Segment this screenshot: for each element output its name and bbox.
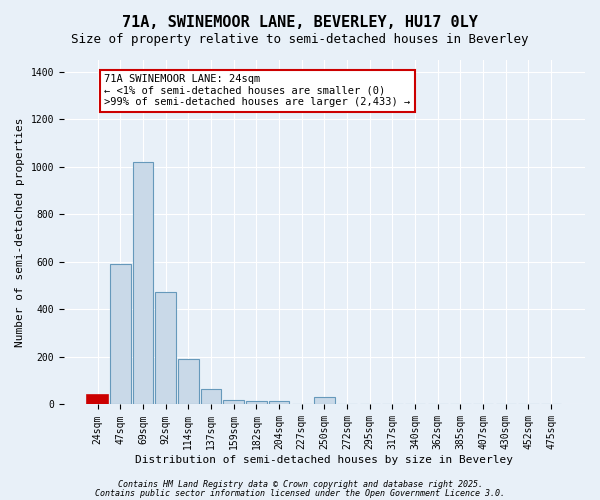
Text: Contains public sector information licensed under the Open Government Licence 3.: Contains public sector information licen… bbox=[95, 488, 505, 498]
Bar bbox=[155, 292, 176, 405]
Text: 71A SWINEMOOR LANE: 24sqm
← <1% of semi-detached houses are smaller (0)
>99% of : 71A SWINEMOOR LANE: 24sqm ← <1% of semi-… bbox=[104, 74, 411, 108]
Bar bbox=[223, 400, 244, 404]
Bar bbox=[133, 162, 153, 404]
Text: 71A, SWINEMOOR LANE, BEVERLEY, HU17 0LY: 71A, SWINEMOOR LANE, BEVERLEY, HU17 0LY bbox=[122, 15, 478, 30]
Bar bbox=[314, 398, 335, 404]
Y-axis label: Number of semi-detached properties: Number of semi-detached properties bbox=[15, 118, 25, 347]
Text: Size of property relative to semi-detached houses in Beverley: Size of property relative to semi-detach… bbox=[71, 32, 529, 46]
Bar bbox=[269, 401, 289, 404]
Bar bbox=[110, 264, 131, 404]
Bar bbox=[88, 395, 108, 404]
Text: Contains HM Land Registry data © Crown copyright and database right 2025.: Contains HM Land Registry data © Crown c… bbox=[118, 480, 482, 489]
Bar bbox=[246, 401, 266, 404]
Bar bbox=[201, 389, 221, 404]
Bar bbox=[178, 360, 199, 405]
X-axis label: Distribution of semi-detached houses by size in Beverley: Distribution of semi-detached houses by … bbox=[136, 455, 514, 465]
